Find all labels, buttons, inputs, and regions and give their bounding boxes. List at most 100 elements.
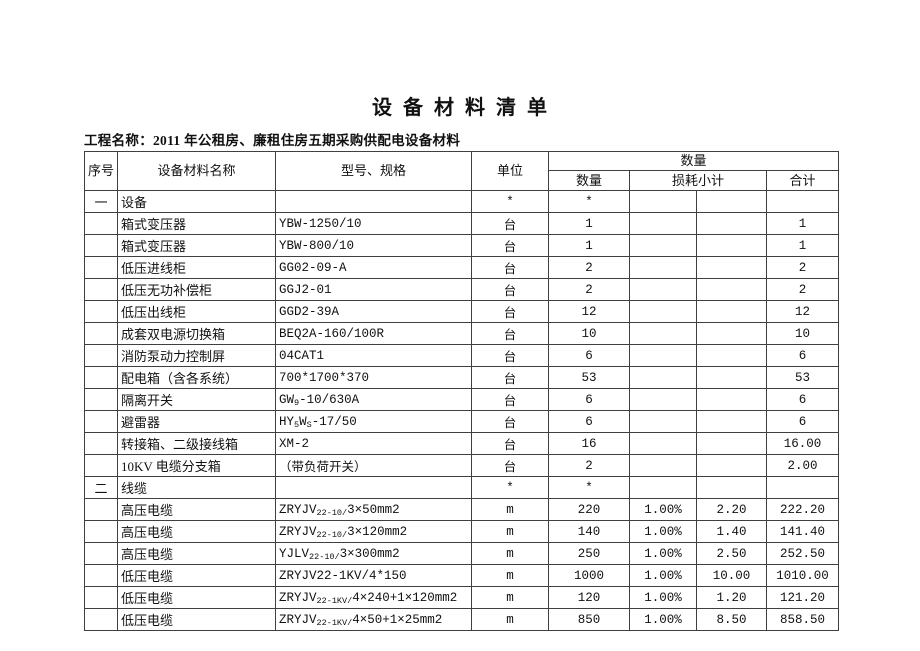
- row-unit: m: [471, 498, 549, 522]
- row-name: 箱式变压器: [117, 212, 276, 236]
- row-model: ZRYJV22-10/3×120mm2: [275, 520, 472, 544]
- row-name: 低压出线柜: [117, 300, 276, 324]
- header-qty-group: 数量: [547, 150, 840, 172]
- row-model: YJLV22-10/3×300mm2: [275, 542, 472, 566]
- row-seq: [84, 300, 118, 324]
- row-model: BEQ2A-160/100R: [275, 322, 472, 346]
- row-loss-val: 1.20: [696, 586, 767, 610]
- row-total: 1010.00: [765, 564, 840, 588]
- row-name: 高压电缆: [117, 542, 276, 566]
- row-loss-val: [696, 410, 767, 434]
- table-body: 一设备 * * 箱式变压器 YBW-1250/10 台 1 1 箱式变压器 YBW-800/10 台…: [84, 190, 840, 632]
- row-model: HY5WS-17/50: [275, 410, 472, 434]
- row-model: [275, 190, 472, 214]
- row-model: [275, 476, 472, 500]
- row-model: ZRYJV22-1KV/4*150: [275, 564, 472, 588]
- row-seq: [84, 432, 118, 456]
- row-loss-val: [696, 344, 767, 368]
- row-loss-val: [696, 190, 767, 214]
- row-model: YBW-1250/10: [275, 212, 472, 236]
- row-loss-val: 2.20: [696, 498, 767, 522]
- row-name: 转接箱、二级接线箱: [117, 432, 276, 456]
- row-unit: m: [471, 564, 549, 588]
- row-name: 高压电缆: [117, 498, 276, 522]
- row-name: 线缆: [117, 476, 276, 500]
- row-total: 1: [765, 234, 840, 258]
- row-seq: [84, 278, 118, 302]
- table-row: 低压电缆 ZRYJV22-1KV/4×50+1×25mm2 m 850 1.00% 8.5…: [84, 608, 840, 632]
- row-name: 低压无功补偿柜: [117, 278, 276, 302]
- row-unit: 台: [471, 256, 549, 280]
- project-name-line: 工程名称：2011 年公租房、廉租住房五期采购供配电设备材料: [84, 133, 461, 148]
- row-unit: 台: [471, 234, 549, 258]
- row-total: 6: [765, 388, 840, 412]
- row-name: 设备: [117, 190, 276, 214]
- table-row: 避雷器 HY5WS-17/50 台 6 6: [84, 410, 840, 434]
- row-qty: 1000: [548, 564, 630, 588]
- row-loss-pct: [629, 366, 697, 390]
- row-loss-pct: [629, 476, 697, 500]
- row-unit: m: [471, 542, 549, 566]
- row-model: （带负荷开关）: [275, 454, 472, 478]
- row-qty: 2: [548, 256, 630, 280]
- row-seq: [84, 234, 118, 258]
- row-loss-val: [696, 432, 767, 456]
- row-qty: 250: [548, 542, 630, 566]
- row-unit: m: [471, 586, 549, 610]
- row-loss-pct: [629, 256, 697, 280]
- row-unit: 台: [471, 388, 549, 412]
- row-total: 222.20: [765, 498, 840, 522]
- row-qty: 1: [548, 234, 630, 258]
- row-total: 1: [765, 212, 840, 236]
- row-loss-val: 1.40: [696, 520, 767, 544]
- row-qty: *: [548, 476, 630, 500]
- row-loss-pct: 1.00%: [629, 542, 697, 566]
- row-total: [765, 476, 840, 500]
- row-qty: *: [548, 190, 630, 214]
- row-seq: [84, 322, 118, 346]
- row-loss-pct: [629, 344, 697, 368]
- row-seq: [84, 542, 118, 566]
- row-seq: 二: [84, 476, 118, 500]
- row-name: 低压电缆: [117, 586, 276, 610]
- table-row: 10KV 电缆分支箱 （带负荷开关）台 2 2.00: [84, 454, 840, 478]
- row-unit: 台: [471, 432, 549, 456]
- row-qty: 220: [548, 498, 630, 522]
- row-loss-pct: 1.00%: [629, 498, 697, 522]
- row-loss-val: [696, 476, 767, 500]
- row-qty: 120: [548, 586, 630, 610]
- row-seq: [84, 608, 118, 632]
- header-name: 设备材料名称: [117, 150, 276, 192]
- table-row: 消防泵动力控制屏 04CAT1 台 6 6: [84, 344, 840, 368]
- row-name: 成套双电源切换箱: [117, 322, 276, 346]
- table-row: 配电箱（含各系统） 700*1700*370 台 53 53: [84, 366, 840, 390]
- row-seq: [84, 212, 118, 236]
- row-unit: 台: [471, 454, 549, 478]
- row-total: 858.50: [765, 608, 840, 632]
- table-row: 低压无功补偿柜 GGJ2-01 台 2 2: [84, 278, 840, 302]
- table-row: 一设备 * *: [84, 190, 840, 214]
- row-unit: m: [471, 520, 549, 544]
- row-qty: 2: [548, 278, 630, 302]
- header-row-group: 序号 设备材料名称 型号、规格 单位 数量: [84, 150, 840, 192]
- row-loss-pct: 1.00%: [629, 564, 697, 588]
- row-name: 箱式变压器: [117, 234, 276, 258]
- table-row: 成套双电源切换箱 BEQ2A-160/100R 台 10 10: [84, 322, 840, 346]
- row-loss-pct: [629, 322, 697, 346]
- header-unit: 单位: [471, 150, 549, 192]
- row-loss-pct: [629, 278, 697, 302]
- row-name: 隔离开关: [117, 388, 276, 412]
- row-loss-pct: 1.00%: [629, 608, 697, 632]
- table-row: 高压电缆 ZRYJV22-10/3×120mm2 m 140 1.00% 1.40 141.…: [84, 520, 840, 544]
- row-total: 2.00: [765, 454, 840, 478]
- row-model: 04CAT1: [275, 344, 472, 368]
- table-row: 箱式变压器 YBW-800/10 台 1 1: [84, 234, 840, 258]
- row-unit: 台: [471, 410, 549, 434]
- row-loss-pct: [629, 234, 697, 258]
- table-row: 高压电缆 YJLV22-10/3×300mm2 m 250 1.00% 2.50 252.5…: [84, 542, 840, 566]
- row-unit: 台: [471, 366, 549, 390]
- row-seq: [84, 498, 118, 522]
- row-name: 低压电缆: [117, 564, 276, 588]
- table-row: 隔离开关 GW9-10/630A 台 6 6: [84, 388, 840, 412]
- row-qty: 16: [548, 432, 630, 456]
